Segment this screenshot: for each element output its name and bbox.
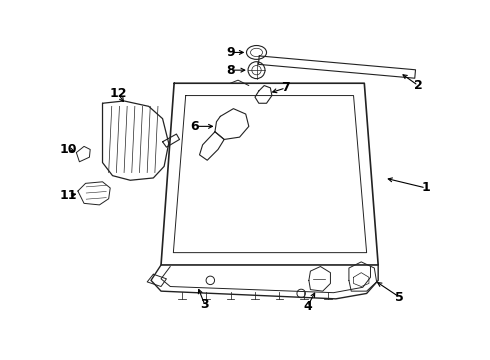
Text: 7: 7 — [281, 81, 290, 94]
Text: 10: 10 — [60, 143, 77, 156]
Text: 8: 8 — [226, 64, 235, 77]
Text: 4: 4 — [303, 300, 312, 313]
Text: 3: 3 — [200, 298, 209, 311]
Text: 6: 6 — [191, 120, 199, 133]
Text: 5: 5 — [395, 291, 404, 304]
Text: 11: 11 — [60, 189, 77, 202]
Text: 1: 1 — [421, 181, 430, 194]
Text: 12: 12 — [109, 87, 126, 100]
Text: 9: 9 — [226, 46, 235, 59]
Text: 2: 2 — [414, 79, 422, 92]
